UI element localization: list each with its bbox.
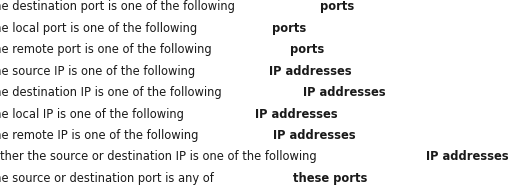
Text: when the local IP is one of the following: when the local IP is one of the followin… <box>0 107 187 120</box>
Text: when the source IP is one of the following: when the source IP is one of the followi… <box>0 65 198 78</box>
Text: when either the source or destination IP is one of the following: when either the source or destination IP… <box>0 150 320 163</box>
Text: when the source or destination port is any of: when the source or destination port is a… <box>0 172 217 185</box>
Text: when the remote IP is one of the following: when the remote IP is one of the followi… <box>0 129 201 142</box>
Text: IP addresses: IP addresses <box>269 65 352 78</box>
Text: ports: ports <box>290 43 325 56</box>
Text: when the destination port is one of the following: when the destination port is one of the … <box>0 0 238 13</box>
Text: IP addresses: IP addresses <box>273 129 356 142</box>
Text: these ports: these ports <box>293 172 367 185</box>
Text: when the destination IP is one of the following: when the destination IP is one of the fo… <box>0 86 225 99</box>
Text: IP addresses: IP addresses <box>426 150 508 163</box>
Text: when the local port is one of the following: when the local port is one of the follow… <box>0 22 200 35</box>
Text: IP addresses: IP addresses <box>255 107 337 120</box>
Text: IP addresses: IP addresses <box>303 86 386 99</box>
Text: ports: ports <box>271 22 306 35</box>
Text: when the remote port is one of the following: when the remote port is one of the follo… <box>0 43 215 56</box>
Text: ports: ports <box>321 0 354 13</box>
